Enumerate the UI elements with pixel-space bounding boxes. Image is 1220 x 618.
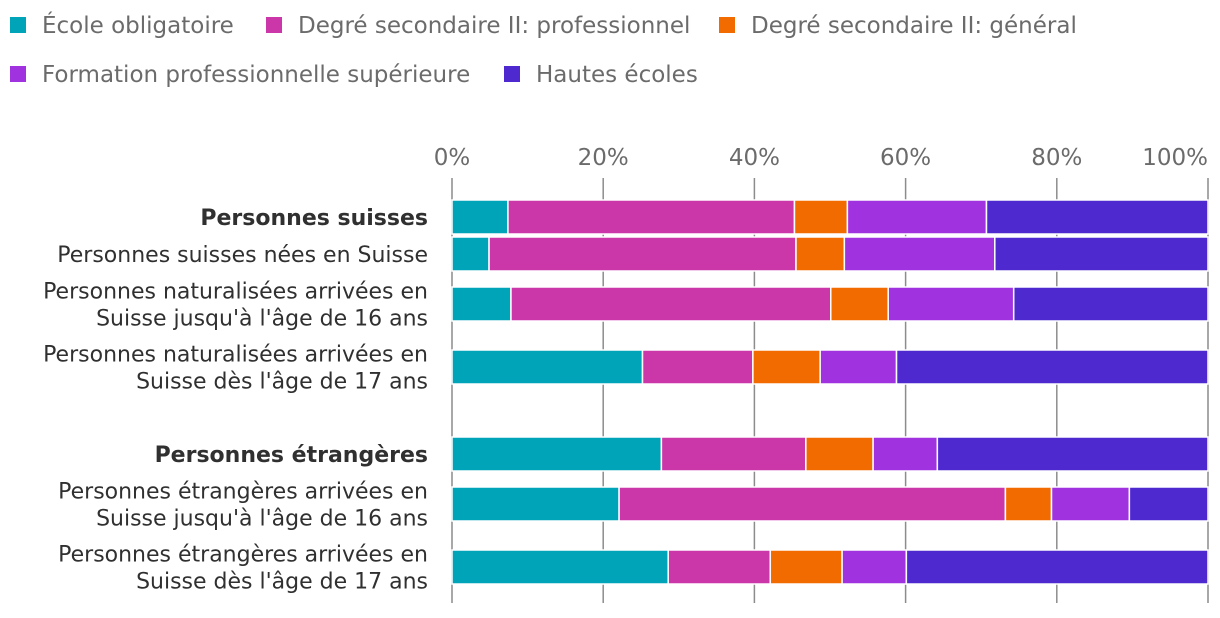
bar-segment-formation-professionnelle-superieure <box>841 549 908 585</box>
bar-segment-degre-secondaire-ii-professionnel <box>667 549 772 585</box>
bar-segment-hautes-ecoles <box>1012 286 1209 322</box>
x-axis-tick-labels: 0% 20% 40% 60% 80% 100% <box>434 145 1208 171</box>
bar-segment-formation-professionnelle-superieure <box>819 349 898 385</box>
bar-row-6 <box>451 549 1209 585</box>
bar-segment-hautes-ecoles <box>1128 486 1209 522</box>
x-tick-label-40: 40% <box>729 145 780 171</box>
bar-segment-degre-secondaire-ii-general <box>752 349 821 385</box>
bar-segment-ecole-obligatoire <box>451 236 490 272</box>
bar-segment-degre-secondaire-ii-professionnel <box>510 286 832 322</box>
legend-swatch-ecole-obligatoire <box>10 17 26 33</box>
bar-segment-formation-professionnelle-superieure <box>1050 486 1131 522</box>
legend-label-formation-professionnelle-superieure: Formation professionnelle supérieure <box>42 62 470 88</box>
bar-segment-ecole-obligatoire <box>451 286 512 322</box>
category-label-line: Suisse dès l'âge de 17 ans <box>136 570 428 595</box>
legend-item-formation-professionnelle-superieure: Formation professionnelle supérieure <box>10 62 470 88</box>
legend-item-hautes-ecoles: Hautes écoles <box>504 62 698 88</box>
bars <box>451 199 1209 585</box>
legend-item-degre-secondaire-ii-professionnel: Degré secondaire II: professionnel <box>266 13 690 39</box>
bar-segment-degre-secondaire-ii-general <box>830 286 889 322</box>
category-label-line: Suisse jusqu'à l'âge de 16 ans <box>96 307 428 332</box>
category-label-line: Personnes naturalisées arrivées en <box>43 343 428 368</box>
bar-segment-ecole-obligatoire <box>451 349 644 385</box>
category-label-5: Personnes étrangères arrivées en Suisse j… <box>58 480 428 532</box>
bar-row-5 <box>451 486 1209 522</box>
category-label-line: Personnes suisses <box>200 206 428 231</box>
x-tick-label-80: 80% <box>1031 145 1082 171</box>
legend-item-degre-secondaire-ii-general: Degré secondaire II: général <box>719 13 1077 39</box>
bar-row-4 <box>451 436 1209 472</box>
legend-swatch-degre-secondaire-ii-general <box>719 17 735 33</box>
legend-swatch-degre-secondaire-ii-professionnel <box>266 17 282 33</box>
bar-segment-ecole-obligatoire <box>451 436 663 472</box>
category-label-1: Personnes suisses nées en Suisse <box>57 243 428 268</box>
bar-segment-hautes-ecoles <box>994 236 1209 272</box>
bar-segment-formation-professionnelle-superieure <box>872 436 939 472</box>
legend-label-hautes-ecoles: Hautes écoles <box>536 62 698 88</box>
bar-segment-degre-secondaire-ii-general <box>795 236 846 272</box>
bar-segment-ecole-obligatoire <box>451 199 509 235</box>
bar-segment-ecole-obligatoire <box>451 486 620 522</box>
category-label-6: Personnes étrangères arrivées en Suisse d… <box>58 543 428 595</box>
bar-segment-hautes-ecoles <box>895 349 1209 385</box>
category-label-line: Personnes étrangères arrivées en <box>58 480 428 505</box>
bar-segment-degre-secondaire-ii-professionnel <box>488 236 797 272</box>
category-label-line: Personnes étrangères <box>155 443 428 468</box>
y-axis-category-labels: Personnes suisses Personnes suisses nées … <box>43 206 428 595</box>
bar-segment-ecole-obligatoire <box>451 549 669 585</box>
x-tick-label-20: 20% <box>578 145 629 171</box>
category-label-line: Suisse dès l'âge de 17 ans <box>136 370 428 395</box>
category-label-4: Personnes étrangères <box>155 443 428 468</box>
category-label-0: Personnes suisses <box>200 206 428 231</box>
category-label-3: Personnes naturalisées arrivées en Suisse… <box>43 343 428 395</box>
legend-label-degre-secondaire-ii-professionnel: Degré secondaire II: professionnel <box>298 13 690 39</box>
bar-segment-degre-secondaire-ii-professionnel <box>618 486 1007 522</box>
x-tick-label-100: 100% <box>1142 145 1208 171</box>
bar-segment-formation-professionnelle-superieure <box>843 236 996 272</box>
legend-label-ecole-obligatoire: École obligatoire <box>42 11 234 39</box>
category-label-line: Personnes étrangères arrivées en <box>58 543 428 568</box>
category-label-line: Suisse jusqu'à l'âge de 16 ans <box>96 507 428 532</box>
bar-segment-hautes-ecoles <box>936 436 1209 472</box>
bar-row-1 <box>451 236 1209 272</box>
bar-row-0 <box>451 199 1209 235</box>
bar-row-2 <box>451 286 1209 322</box>
x-tick-label-60: 60% <box>880 145 931 171</box>
legend-item-ecole-obligatoire: École obligatoire <box>10 11 234 39</box>
x-tick-label-0: 0% <box>434 145 471 171</box>
bar-segment-degre-secondaire-ii-general <box>1004 486 1053 522</box>
category-label-2: Personnes naturalisées arrivées en Suisse… <box>43 280 428 332</box>
bar-row-3 <box>451 349 1209 385</box>
legend-swatch-hautes-ecoles <box>504 66 520 82</box>
bar-segment-degre-secondaire-ii-professionnel <box>641 349 754 385</box>
bar-segment-hautes-ecoles <box>985 199 1209 235</box>
bar-segment-formation-professionnelle-superieure <box>846 199 988 235</box>
legend-swatch-formation-professionnelle-superieure <box>10 66 26 82</box>
bar-segment-degre-secondaire-ii-professionnel <box>507 199 796 235</box>
bar-segment-degre-secondaire-ii-general <box>769 549 843 585</box>
legend-label-degre-secondaire-ii-general: Degré secondaire II: général <box>751 13 1077 39</box>
legend: École obligatoire Degré secondaire II: pr… <box>10 11 1077 88</box>
bar-segment-formation-professionnelle-superieure <box>887 286 1015 322</box>
bar-segment-degre-secondaire-ii-professionnel <box>660 436 807 472</box>
bar-segment-hautes-ecoles <box>905 549 1209 585</box>
category-label-line: Personnes naturalisées arrivées en <box>43 280 428 305</box>
category-label-line: Personnes suisses nées en Suisse <box>57 243 428 268</box>
bar-segment-degre-secondaire-ii-general <box>805 436 874 472</box>
bar-segment-degre-secondaire-ii-general <box>793 199 849 235</box>
